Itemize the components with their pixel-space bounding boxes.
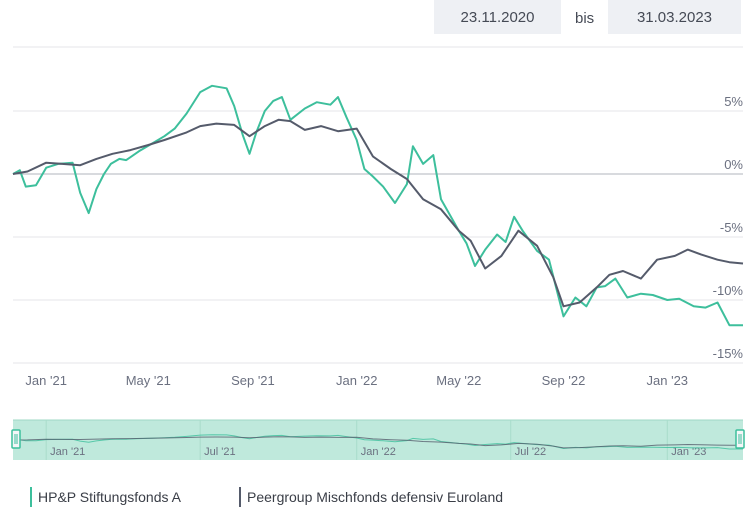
x-tick-label: Jan '22 <box>336 373 378 388</box>
y-tick-label: -15% <box>713 346 744 361</box>
legend-label-peergroup: Peergroup Mischfonds defensiv Euroland <box>247 489 504 505</box>
legend-item-peergroup[interactable]: Peergroup Mischfonds defensiv Euroland <box>239 487 503 507</box>
x-tick-label: May '21 <box>126 373 171 388</box>
chart-grid <box>13 46 743 364</box>
x-tick-label: Sep '21 <box>231 373 275 388</box>
x-tick-label: Jan '23 <box>647 373 689 388</box>
navigator-tick-label: Jan '22 <box>361 446 396 458</box>
end-date-value: 31.03.2023 <box>636 8 713 26</box>
y-tick-label: 0% <box>724 157 743 172</box>
navigator-handle-left[interactable] <box>11 429 21 449</box>
start-date-field[interactable]: 23.11.2020 <box>434 0 561 34</box>
series-line-fund <box>12 84 743 327</box>
chart-labels: 5% 0% -5% -10% -15% Jan '21 May '21 Sep '21 Jan … <box>25 94 743 388</box>
legend-swatch-fund <box>30 487 32 507</box>
performance-chart[interactable]: 5% 0% -5% -10% -15% Jan '21 May '21 Sep '21 Jan … <box>0 0 747 470</box>
chart-series <box>12 84 744 327</box>
range-navigator[interactable]: Jan '21 Jul '21 Jan '22 Jul '22 Jan '23 <box>11 419 745 460</box>
start-date-value: 23.11.2020 <box>460 8 535 26</box>
navigator-tick-label: Jan '23 <box>671 446 706 458</box>
y-tick-label: -10% <box>713 283 744 298</box>
navigator-tick-label: Jul '22 <box>515 446 546 458</box>
x-tick-label: Jan '21 <box>25 373 67 388</box>
legend-item-fund[interactable]: HP&P Stiftungsfonds A <box>30 487 181 507</box>
y-tick-label: -5% <box>720 220 744 235</box>
navigator-tick-label: Jul '21 <box>204 446 235 458</box>
legend-swatch-peergroup <box>239 487 241 507</box>
end-date-field[interactable]: 31.03.2023 <box>608 0 741 34</box>
navigator-line-peergroup <box>12 436 743 449</box>
series-line-peergroup <box>12 118 744 308</box>
x-tick-label: May '22 <box>436 373 481 388</box>
legend-label-fund: HP&P Stiftungsfonds A <box>38 489 181 505</box>
navigator-tick-label: Jan '21 <box>50 446 85 458</box>
x-tick-label: Sep '22 <box>542 373 586 388</box>
navigator-handle-right[interactable] <box>735 429 745 449</box>
y-tick-label: 5% <box>724 94 743 109</box>
date-range-separator: bis <box>575 10 595 27</box>
